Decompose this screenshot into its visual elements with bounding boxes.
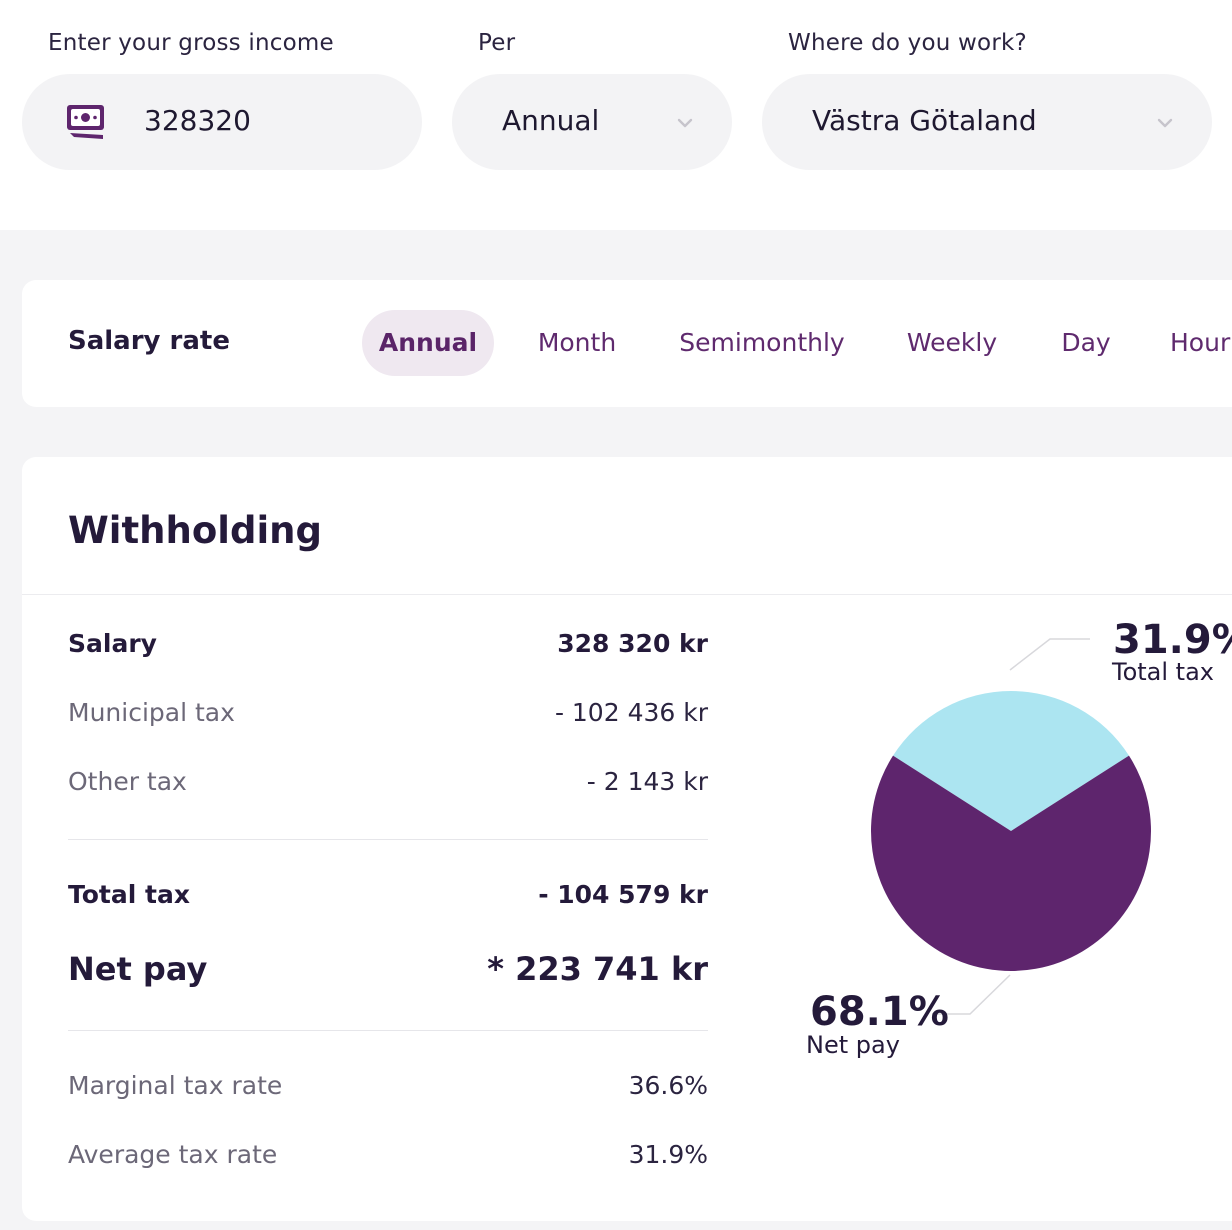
money-icon [67, 105, 104, 139]
average-tax-rate-value: 31.9% [628, 1140, 708, 1169]
period-label: Per [478, 30, 516, 56]
total-tax-label: Total tax [68, 880, 190, 909]
income-input[interactable]: 328320 [22, 74, 422, 170]
divider [68, 1030, 708, 1031]
income-value[interactable]: 328320 [144, 104, 251, 137]
net-pay-label: Net pay [68, 950, 208, 988]
average-tax-rate-label: Average tax rate [68, 1140, 278, 1169]
divider [68, 839, 708, 840]
tab-annual[interactable]: Annual [362, 310, 494, 376]
municipal-tax-value: - 102 436 kr [554, 698, 708, 727]
municipal-tax-label: Municipal tax [68, 698, 235, 727]
salary-rate-title: Salary rate [68, 326, 230, 356]
net-pay-percent: 68.1% [810, 989, 949, 1035]
region-value: Västra Götaland [812, 104, 1037, 137]
tax-pie-chart: 31.9% Total tax 68.1% Net pay [806, 617, 1232, 1059]
salary-label: Salary [68, 629, 157, 658]
tab-day[interactable]: Day [1061, 328, 1111, 357]
other-tax-label: Other tax [68, 767, 187, 796]
net-pay-leader-line [932, 974, 1011, 1015]
pie-slice-total-tax [893, 691, 1129, 831]
period-value: Annual [502, 104, 600, 137]
marginal-tax-rate-value: 36.6% [628, 1071, 708, 1100]
divider [22, 594, 1232, 595]
net-pay-value: * 223 741 kr [487, 950, 708, 988]
withholding-table: Salary 328 320 kr Municipal tax - 102 43… [68, 457, 708, 1221]
salary-value: 328 320 kr [557, 629, 708, 658]
other-tax-value: - 2 143 kr [586, 767, 708, 796]
period-select[interactable]: Annual [452, 74, 732, 170]
region-label: Where do you work? [788, 30, 1027, 56]
total-tax-value: - 104 579 kr [538, 880, 708, 909]
income-form: Enter your gross income Per Where do you… [0, 0, 1232, 230]
withholding-title: Withholding [68, 509, 322, 552]
tab-semimonthly[interactable]: Semimonthly [679, 328, 845, 357]
total-tax-percent: 31.9% [1113, 617, 1232, 663]
chevron-down-icon [677, 118, 693, 128]
withholding-card: Withholding Salary 328 320 kr Municipal … [22, 457, 1232, 1221]
income-label: Enter your gross income [48, 30, 334, 56]
tab-hour[interactable]: Hour [1170, 328, 1231, 357]
marginal-tax-rate-label: Marginal tax rate [68, 1071, 283, 1100]
total-tax-leader-line [1009, 638, 1090, 671]
chevron-down-icon [1157, 118, 1173, 128]
region-select[interactable]: Västra Götaland [762, 74, 1212, 170]
pie-slice-net-pay [871, 755, 1151, 971]
tab-month[interactable]: Month [537, 328, 617, 357]
net-pay-legend: Net pay [806, 1031, 900, 1059]
tab-weekly[interactable]: Weekly [906, 328, 998, 357]
total-tax-legend: Total tax [1111, 658, 1214, 686]
salary-rate-card: Salary rate Annual Month Semimonthly Wee… [22, 280, 1232, 407]
